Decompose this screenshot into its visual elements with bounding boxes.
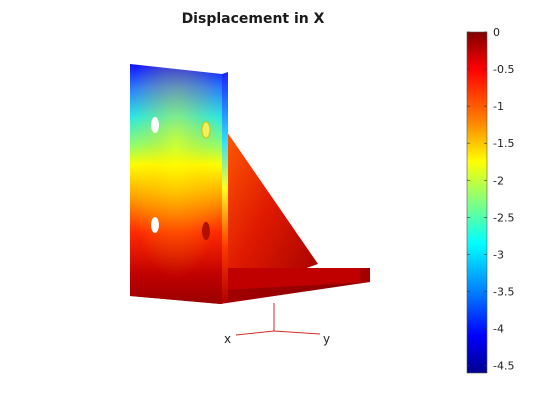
bracket-base-end <box>360 268 370 282</box>
triad-x-axis <box>235 330 275 336</box>
bracket-front-plate-glow <box>130 64 222 304</box>
colorbar-gradient <box>466 31 488 374</box>
colorbar-tick-label: -3.5 <box>493 285 514 298</box>
bolt-hole-bottom-right <box>202 222 210 240</box>
axes-triad: x y <box>224 303 330 346</box>
triad-y-axis <box>273 330 321 335</box>
bolt-hole-top-right <box>201 121 211 139</box>
colorbar-tick-label: -2.5 <box>493 211 514 224</box>
colorbar-ticks: 0 -0.5 -1 -1.5 -2 -2.5 -3 -3.5 -4 -4.5 <box>467 26 514 373</box>
colorbar-tick-label: -2 <box>493 174 504 187</box>
bracket-rib <box>227 132 318 296</box>
figure-title: Displacement in X <box>182 11 325 27</box>
colorbar-tick-label: -4 <box>493 323 504 336</box>
colorbar: 0 -0.5 -1 -1.5 -2 -2.5 -3 -3.5 -4 -4.5 <box>466 26 514 374</box>
bolt-hole-top-left <box>151 117 159 133</box>
colorbar-tick-label: 0 <box>493 26 500 39</box>
bracket-plate-edge <box>222 72 228 304</box>
colorbar-tick-label: -0.5 <box>493 63 514 76</box>
colorbar-tick-label: -4.5 <box>493 360 514 373</box>
bolt-hole-bottom-left <box>151 217 159 233</box>
triad-x-label: x <box>224 332 231 346</box>
colorbar-tick-label: -3 <box>493 248 504 261</box>
colorbar-tick-label: -1 <box>493 100 504 113</box>
triad-y-label: y <box>323 332 330 346</box>
colorbar-tick-label: -1.5 <box>493 137 514 150</box>
